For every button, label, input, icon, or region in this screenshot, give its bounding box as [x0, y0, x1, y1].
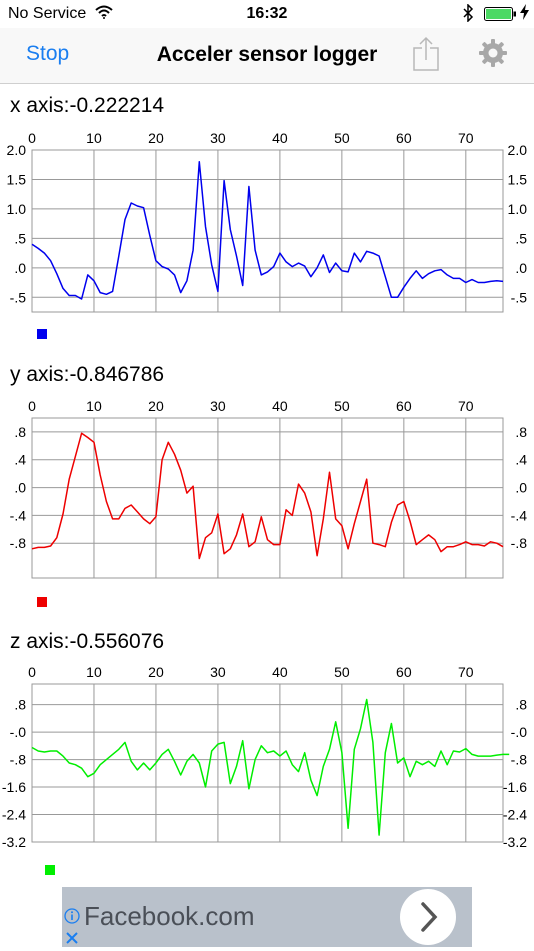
ad-banner[interactable]: Facebook.com [62, 887, 472, 947]
y-axis-y-tick-label-right: .8 [515, 424, 527, 440]
z-axis-y-tick-label-left: -1.6 [2, 779, 26, 795]
info-icon[interactable] [64, 908, 80, 929]
x-axis-y-tick-label-right: .0 [515, 260, 527, 276]
x-axis-y-tick-label-right: -.5 [511, 289, 528, 305]
z-axis-series-line [31, 698, 510, 836]
y-axis-y-tick-label-left: .4 [14, 452, 26, 468]
y-axis-series-line [31, 432, 504, 560]
y-axis-y-tick-label-left: -.4 [10, 507, 27, 523]
x-axis-x-tick-label: 50 [334, 130, 350, 146]
y-axis-x-tick-label: 70 [458, 398, 474, 414]
z-axis-heading: z axis:-0.556076 [10, 630, 165, 653]
z-axis-x-tick-label: 0 [28, 664, 36, 680]
x-axis-x-tick-label: 0 [28, 130, 36, 146]
y-axis-y-tick-label-left: -.8 [10, 535, 27, 551]
z-axis-y-tick-label-right: -3.2 [503, 834, 527, 850]
wifi-icon [95, 5, 113, 24]
ad-text: Facebook.com [84, 901, 255, 931]
y-axis-y-tick-label-right: .0 [515, 480, 527, 496]
chevron-right-icon[interactable] [400, 889, 456, 945]
z-axis-x-tick-label: 70 [458, 664, 474, 680]
z-axis-y-tick-label-right: .8 [515, 697, 527, 713]
x-axis-x-tick-label: 70 [458, 130, 474, 146]
z-axis-y-tick-label-left: -3.2 [2, 834, 26, 850]
y-axis-x-tick-label: 20 [148, 398, 164, 414]
z-axis-y-tick-label-right: -2.4 [503, 807, 527, 823]
x-axis-y-tick-label-right: 1.0 [508, 201, 528, 217]
z-axis-legend-marker [45, 865, 55, 875]
z-axis-x-tick-label: 20 [148, 664, 164, 680]
x-axis-y-tick-label-left: -.5 [10, 289, 27, 305]
navigation-bar: Stop Acceler sensor logger [0, 28, 534, 84]
charging-icon [520, 4, 529, 25]
carrier-label: No Service [8, 5, 87, 22]
z-axis-y-tick-label-left: -2.4 [2, 807, 26, 823]
z-axis-x-tick-label: 50 [334, 664, 350, 680]
x-axis-series-line [31, 161, 504, 300]
x-axis-y-tick-label-left: 1.0 [7, 201, 27, 217]
z-axis-chart: 0 10 20 30 40 50 60 70 .8 .8 -.0 -.0 -.8 -.8 -1.6 -1.6 -… [2, 664, 528, 875]
z-axis-x-tick-label: 40 [272, 664, 288, 680]
y-axis-plot-frame [31, 417, 504, 579]
y-axis-heading: y axis:-0.846786 [10, 363, 165, 386]
x-axis-x-tick-label: 40 [272, 130, 288, 146]
x-axis-x-tick-label: 10 [86, 130, 102, 146]
x-axis-y-tick-label-left: .0 [14, 260, 26, 276]
y-axis-y-tick-label-right: .4 [515, 452, 527, 468]
y-axis-legend-marker [37, 597, 47, 607]
y-axis-x-tick-label: 40 [272, 398, 288, 414]
stop-button[interactable]: Stop [26, 42, 70, 65]
x-axis-y-tick-label-right: .5 [515, 230, 527, 246]
y-axis-x-tick-label: 50 [334, 398, 350, 414]
x-axis-x-tick-label: 30 [210, 130, 226, 146]
x-axis-heading: x axis:-0.222214 [10, 94, 165, 117]
y-axis-x-tick-label: 10 [86, 398, 102, 414]
x-axis-legend-marker [37, 329, 47, 339]
close-icon[interactable] [64, 930, 80, 951]
status-bar: No Service 16:32 [0, 0, 534, 28]
x-axis-y-tick-label-left: 1.5 [7, 171, 27, 187]
z-axis-y-tick-label-right: -.8 [511, 752, 528, 768]
x-axis-chart: 0 10 20 30 40 50 60 70 2.0 2.0 1.5 1.5 1.0 1.0 .5 .5 .0.… [7, 130, 528, 339]
z-axis-x-tick-label: 10 [86, 664, 102, 680]
z-axis-x-tick-label: 30 [210, 664, 226, 680]
battery-icon [484, 7, 518, 26]
y-axis-chart: 0 10 20 30 40 50 60 70 .8 .8 .4 .4 .0 .0 -.4 -.4 -.8 -.8 [10, 398, 528, 607]
z-axis-y-tick-label-left: -.8 [10, 752, 27, 768]
y-axis-x-tick-label: 60 [396, 398, 412, 414]
x-axis-plot-frame [31, 149, 504, 313]
x-axis-y-tick-label-left: .5 [14, 230, 26, 246]
x-axis-x-tick-label: 60 [396, 130, 412, 146]
x-axis-y-tick-label-right: 2.0 [508, 142, 528, 158]
y-axis-y-tick-label-left: .0 [14, 480, 26, 496]
x-axis-y-tick-label-right: 1.5 [508, 171, 528, 187]
z-axis-y-tick-label-left: -.0 [10, 724, 27, 740]
z-axis-y-tick-label-left: .8 [14, 697, 26, 713]
page-title: Acceler sensor logger [156, 43, 378, 66]
bluetooth-icon [462, 3, 474, 27]
y-axis-y-tick-label-right: -.4 [511, 507, 528, 523]
z-axis-y-tick-label-right: -1.6 [503, 779, 527, 795]
x-axis-x-tick-label: 20 [148, 130, 164, 146]
x-axis-y-tick-label-left: 2.0 [7, 142, 27, 158]
z-axis-y-tick-label-right: -.0 [511, 724, 528, 740]
y-axis-x-tick-label: 30 [210, 398, 226, 414]
y-axis-y-tick-label-left: .8 [14, 424, 26, 440]
share-icon[interactable] [412, 36, 440, 77]
y-axis-y-tick-label-right: -.8 [511, 535, 528, 551]
z-axis-x-tick-label: 60 [396, 664, 412, 680]
clock-label: 16:32 [246, 5, 288, 22]
gear-icon[interactable] [478, 38, 508, 73]
y-axis-x-tick-label: 0 [28, 398, 36, 414]
